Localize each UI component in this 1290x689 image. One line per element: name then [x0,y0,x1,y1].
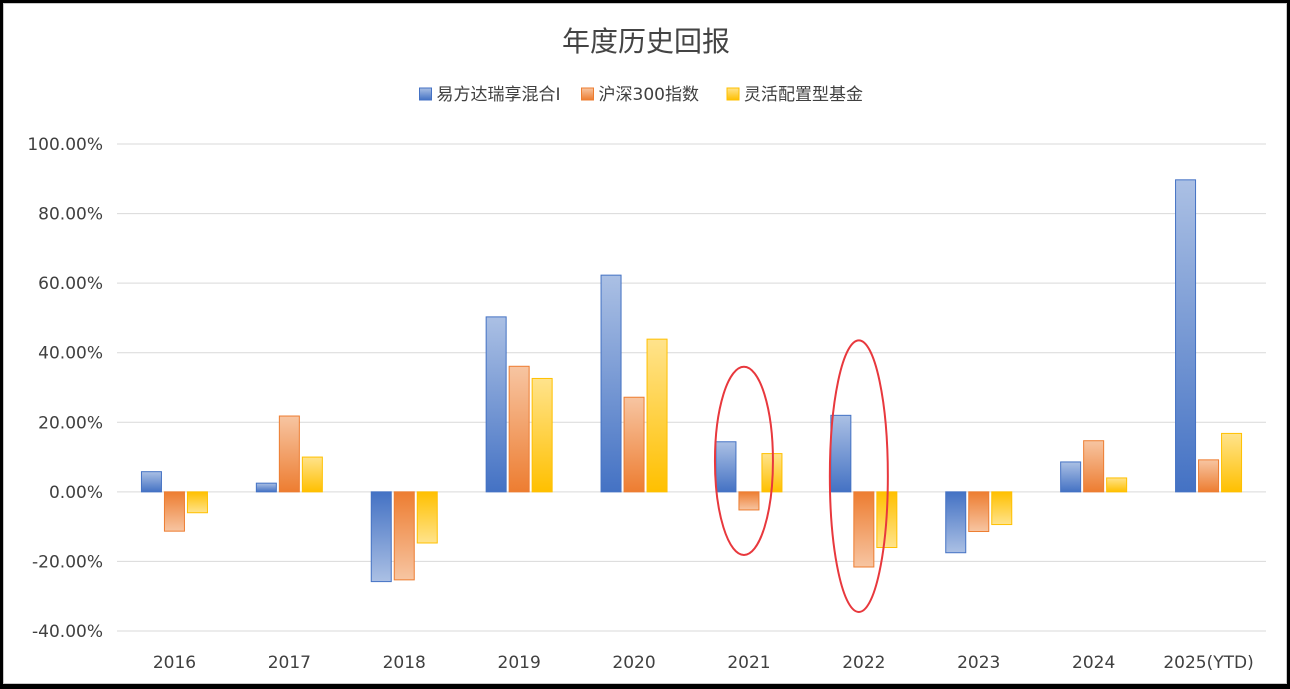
y-tick-label: 100.00% [27,135,103,155]
x-tick-label: 2021 [727,653,770,673]
y-tick-label: 60.00% [38,274,103,294]
x-tick-label: 2017 [268,653,311,673]
bar [1221,432,1243,493]
x-tick-label: 2019 [498,653,541,673]
x-tick-label: 2023 [957,653,1000,673]
y-tick-label: 0.00% [49,483,103,503]
bar [370,491,392,583]
bar [1198,459,1220,493]
bar [968,491,990,533]
x-tick-label: 2018 [383,653,426,673]
chart-frame: 年度历史回报 易方达瑞享混合I 沪深300指数 灵活配置型基金 -40.00% -20… [3,3,1287,684]
x-tick-label: 2025(YTD) [1163,653,1253,673]
bar [991,491,1013,526]
bar [1106,477,1128,493]
legend-label: 沪深300指数 [599,85,699,105]
x-tick-label: 2024 [1072,653,1115,673]
bars [140,179,1243,583]
bar [646,338,668,493]
legend-swatch [726,87,740,101]
chart-title: 年度历史回报 [562,25,730,58]
legend: 易方达瑞享混合I 沪深300指数 灵活配置型基金 [419,85,863,105]
bar [531,377,553,493]
x-axis: 2016 2017 2018 2019 2020 2021 2022 2023 2024 2025… [153,653,1254,673]
y-axis: -40.00% -20.00% 0.00% 20.00% 40.00% 60.00% 80.… [27,135,103,642]
highlight-ellipse [713,365,774,556]
annotations [713,339,889,613]
bar [278,415,300,493]
bar [255,482,277,493]
bar [393,491,415,581]
chart-svg: 年度历史回报 易方达瑞享混合I 沪深300指数 灵活配置型基金 -40.00% -20… [27,25,1266,673]
bar [623,396,645,493]
bar [186,491,208,514]
bar [738,491,760,511]
x-tick-label: 2016 [153,653,196,673]
x-tick-label: 2022 [842,653,885,673]
bar [853,491,875,568]
bar [715,441,737,493]
bar [1060,461,1082,493]
y-tick-label: -40.00% [32,622,103,642]
y-tick-label: -20.00% [32,552,103,572]
legend-label: 易方达瑞享混合I [437,85,561,105]
highlight-ellipse [828,339,889,613]
bar [830,414,852,493]
bar [1083,440,1105,493]
legend-swatch [419,87,432,101]
legend-swatch [581,87,594,101]
bar [416,491,438,544]
x-tick-label: 2020 [612,653,655,673]
bar [600,274,622,493]
y-tick-label: 40.00% [38,344,103,364]
y-tick-label: 80.00% [38,205,103,225]
bar [140,471,162,493]
legend-label: 灵活配置型基金 [744,85,863,105]
bar [163,491,185,532]
gridlines [117,143,1266,632]
bar [485,316,507,493]
y-tick-label: 20.00% [38,413,103,433]
bar [508,365,530,493]
bar [945,491,967,554]
bar [301,456,323,493]
bar [1175,179,1197,493]
